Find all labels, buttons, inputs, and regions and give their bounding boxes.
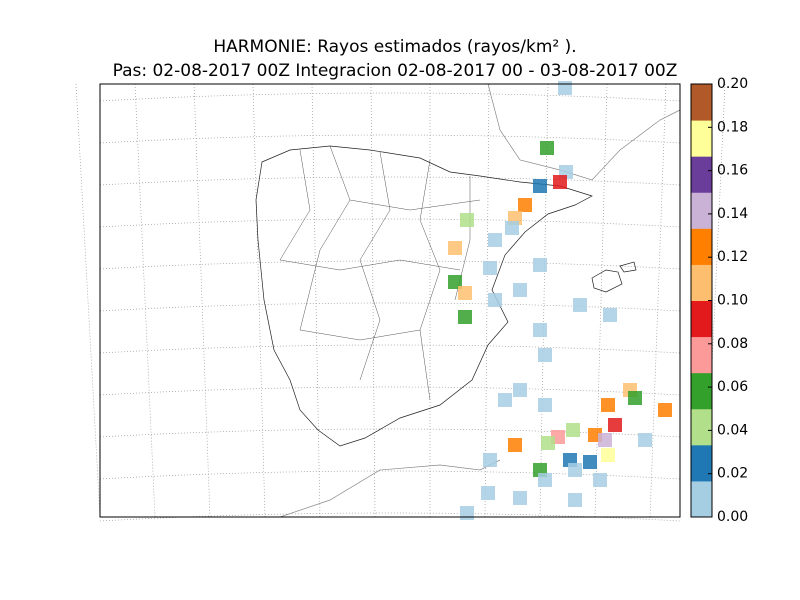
france-coast <box>487 83 681 181</box>
cell <box>541 436 555 450</box>
colorbar-tick-label: 0.10 <box>717 293 748 309</box>
meridian <box>704 83 726 518</box>
cell <box>448 275 462 289</box>
cell <box>628 391 642 405</box>
cell <box>488 233 502 247</box>
meridian <box>193 83 211 518</box>
colorbar-tick-label: 0.12 <box>717 249 748 265</box>
meridian <box>649 83 667 518</box>
cell <box>583 455 597 469</box>
cell <box>568 493 582 507</box>
colorbar-tick-label: 0.04 <box>717 422 748 438</box>
colorbar-tick-label: 0.00 <box>717 509 748 525</box>
cell <box>458 310 472 324</box>
meridian <box>134 83 156 518</box>
cell <box>505 221 519 235</box>
cell <box>448 241 462 255</box>
cell <box>598 433 612 447</box>
cell <box>483 261 497 275</box>
parallel <box>99 470 681 480</box>
colorbar-tick-label: 0.18 <box>717 119 748 135</box>
colorbar-segment <box>691 120 712 157</box>
colorbar-tick-label: 0.02 <box>717 466 748 482</box>
colorbar-tick-label: 0.08 <box>717 336 748 352</box>
parallel <box>99 386 681 396</box>
cell <box>513 283 527 297</box>
cell <box>603 308 617 322</box>
cell <box>658 403 672 417</box>
colorbar-segment <box>691 156 712 193</box>
colorbar-segment <box>691 192 712 229</box>
cell <box>481 486 495 500</box>
parallel <box>99 260 681 270</box>
cell <box>460 506 474 520</box>
coastline <box>255 83 681 518</box>
colorbar-segment <box>691 480 712 518</box>
cell <box>601 448 615 462</box>
colorbar-segment <box>691 228 712 265</box>
colorbar-segment <box>691 84 712 121</box>
colorbar-segment <box>691 264 712 301</box>
cell <box>458 286 472 300</box>
colorbar-segment <box>691 444 712 482</box>
parallel <box>99 302 681 312</box>
colorbar-tick-label: 0.06 <box>717 379 748 395</box>
title: HARMONIE: Rayos estimados (rayos/km² ). <box>213 37 576 57</box>
colorbar-segment <box>691 408 712 446</box>
meridian <box>594 83 608 518</box>
cell <box>608 418 622 432</box>
cell <box>540 141 554 155</box>
cell <box>533 323 547 337</box>
cell <box>513 491 527 505</box>
africa-coast <box>279 459 501 518</box>
cell <box>488 293 502 307</box>
cell <box>513 383 527 397</box>
cell <box>558 81 572 95</box>
cell <box>593 473 607 487</box>
lightning-cells <box>448 81 672 520</box>
cell <box>498 393 512 407</box>
cell <box>568 463 582 477</box>
meridian <box>252 83 266 518</box>
parallel <box>99 176 681 186</box>
colorbar: 0.00 0.02 0.04 0.06 0.08 0.10 0.12 0.14 0.16 0.18… <box>690 76 748 525</box>
colorbar-tick-label: 0.20 <box>717 76 748 92</box>
cell <box>460 213 474 227</box>
region-borders <box>279 145 481 401</box>
cell <box>538 348 552 362</box>
cell <box>533 258 547 272</box>
menorca <box>619 261 637 273</box>
colorbar-segment <box>691 372 712 410</box>
colorbar-tick-label: 0.16 <box>717 163 748 179</box>
colorbar-tick-label: 0.14 <box>717 206 748 222</box>
mallorca <box>591 269 623 293</box>
meridian <box>370 83 376 518</box>
cell <box>508 438 522 452</box>
graticule <box>75 83 726 522</box>
meridian <box>484 83 490 518</box>
cell <box>566 423 580 437</box>
meridian <box>311 83 321 518</box>
colorbar-segment <box>691 336 712 374</box>
cell <box>638 433 652 447</box>
cell <box>518 198 532 212</box>
parallel <box>99 92 681 102</box>
cell <box>533 179 547 193</box>
parallel <box>99 218 681 228</box>
parallel <box>99 428 681 438</box>
cell <box>538 398 552 412</box>
subtitle: Pas: 02-08-2017 00Z Integracion 02-08-20… <box>113 61 678 81</box>
cell <box>573 298 587 312</box>
cell <box>483 453 497 467</box>
meridian <box>75 83 101 518</box>
cell <box>538 473 552 487</box>
colorbar-segment <box>691 300 712 338</box>
parallel <box>99 134 681 144</box>
parallel <box>99 344 681 354</box>
map-frame <box>99 83 681 518</box>
cell <box>601 398 615 412</box>
cell <box>553 175 567 189</box>
